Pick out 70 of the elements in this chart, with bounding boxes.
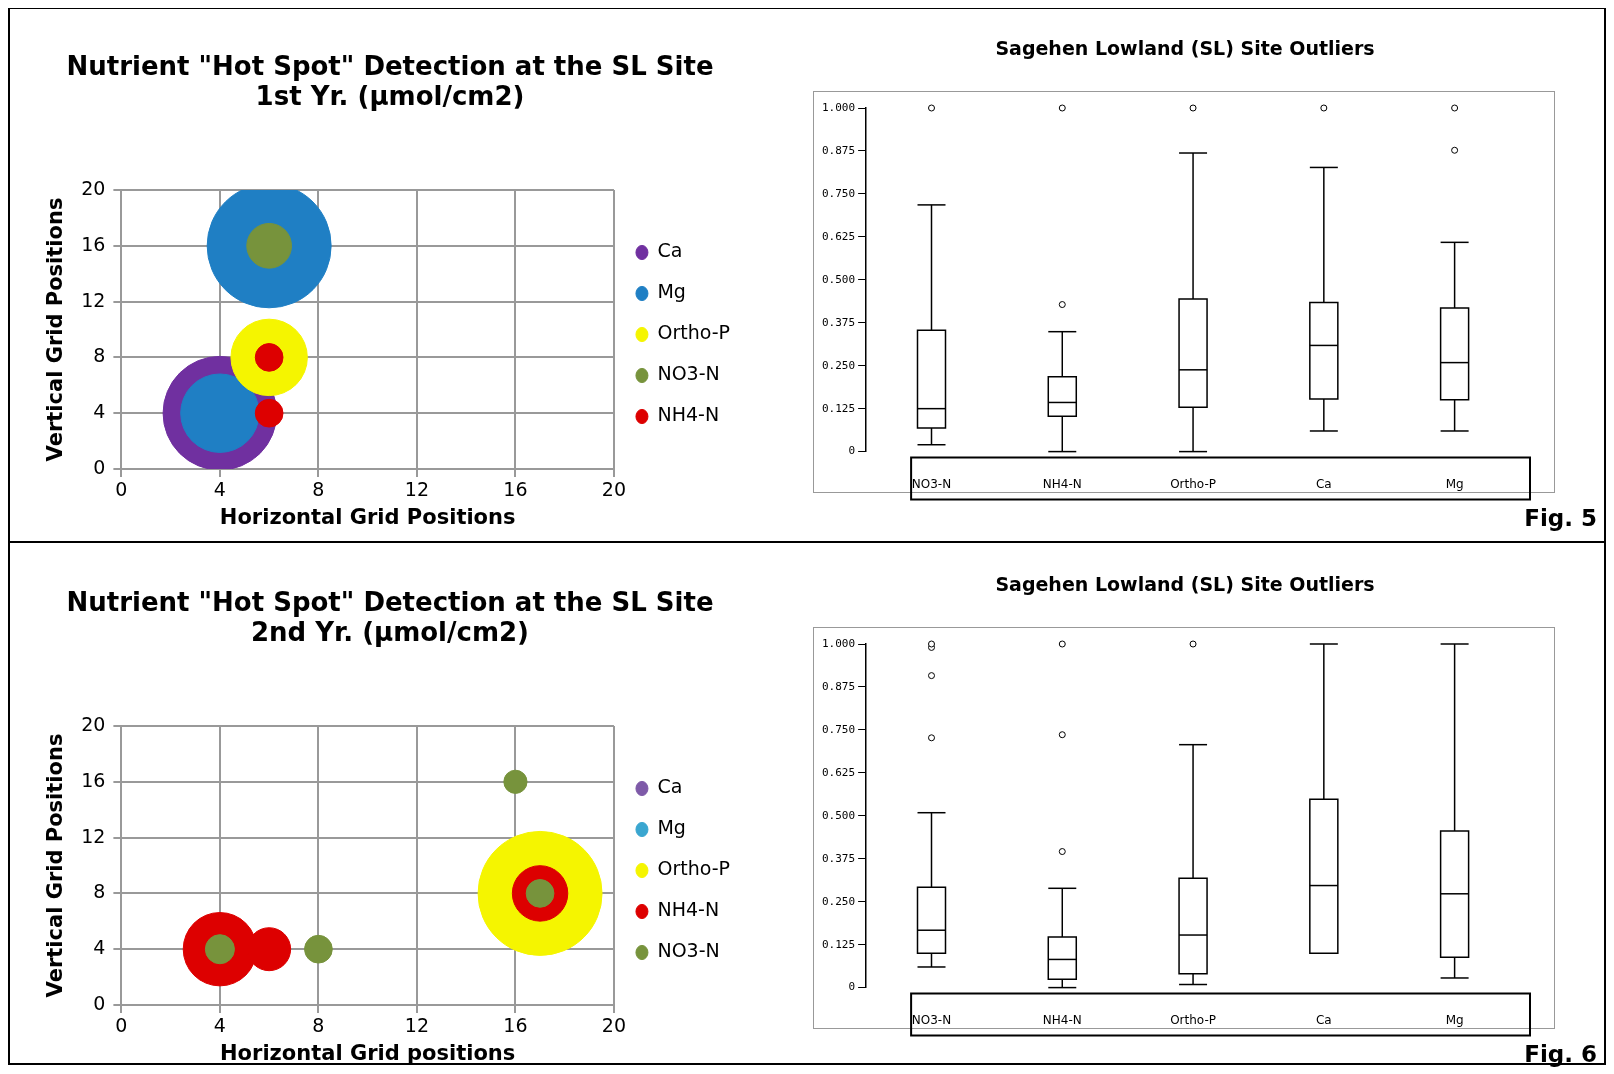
y-tick-label: 0.625 [821,765,856,779]
y-tick-label: 0.625 [821,229,856,243]
y-tick-label: 1.000 [821,100,856,114]
y-tick-label: 0.500 [821,272,856,286]
y-tick-label: 0.750 [821,722,856,736]
legend-label: NH4-N [657,403,720,426]
x-tick-label: 4 [213,1014,226,1037]
chart-title: Nutrient "Hot Spot" Detection at the SL Site 1st Yr. (µmol/cm2) [65,51,715,111]
legend-label: Ca [657,239,683,262]
y-tick-label: 0.875 [821,679,856,693]
y-tick-label: 16 [81,232,106,255]
legend-label: NH4-N [657,898,720,921]
x-tick-label: NH4-N [1042,476,1082,491]
x-tick-label: 12 [404,478,430,501]
x-tick-label: Ca [1315,1012,1332,1027]
x-tick-label: 16 [503,478,528,501]
legend-label: Ortho-P [657,321,731,344]
x-tick-label: Mg [1445,1012,1464,1027]
y-tick-label: 0.375 [821,315,856,329]
x-tick-label: 20 [601,478,627,501]
y-tick-label: 0.750 [821,186,856,200]
y-tick-label: 4 [93,936,106,959]
y-tick-label: 0.125 [821,937,856,951]
x-tick-label: 0 [115,1014,128,1037]
x-tick-label: NH4-N [1042,1012,1082,1027]
chart-title: Sagehen Lowland (SL) Site Outliers [994,573,1376,595]
chart-title: Nutrient "Hot Spot" Detection at the SL Site 2nd Yr. (µmol/cm2) [65,587,715,647]
y-tick-label: 0 [848,444,856,458]
x-tick-label: Ortho-P [1170,476,1216,491]
legend-label: NO3-N [657,362,720,385]
legend-label: NO3-N [657,939,720,962]
y-tick-label: 12 [81,824,106,847]
x-tick-label: 8 [312,478,325,501]
y-tick-label: 0.500 [821,808,856,822]
x-axis-title: Horizontal Grid Positions [219,504,516,529]
y-tick-label: 1.000 [821,636,856,650]
x-tick-label: Ca [1315,476,1332,491]
y-tick-label: 0.250 [821,894,856,908]
x-tick-label: NO3-N [911,1012,952,1027]
y-tick-label: 8 [93,880,106,903]
legend-label: Ca [657,775,683,798]
chart-title: Sagehen Lowland (SL) Site Outliers [994,37,1376,59]
x-tick-label: NO3-N [911,476,952,491]
caption: Fig. 6 [1524,1041,1597,1067]
y-tick-label: 20 [81,176,106,199]
y-tick-label: 16 [81,768,106,791]
x-tick-label: 20 [601,1014,627,1037]
y-tick-label: 0 [848,980,856,994]
legend-label: Mg [657,816,686,839]
y-tick-label: 8 [93,344,106,367]
x-axis-title: Horizontal Grid positions [220,1040,516,1065]
x-tick-label: 12 [404,1014,430,1037]
x-tick-label: 0 [115,478,128,501]
y-axis-title: Vertical Grid Positions [43,197,68,462]
y-tick-label: 20 [81,712,106,735]
y-axis-title: Vertical Grid Positions [43,733,68,998]
x-tick-label: 4 [213,478,226,501]
y-tick-label: 0.375 [821,851,856,865]
x-tick-label: Ortho-P [1170,1012,1216,1027]
y-tick-label: 12 [81,288,106,311]
y-tick-label: 4 [93,400,106,423]
caption: Fig. 5 [1524,505,1597,531]
legend-label: Mg [657,280,686,303]
y-tick-label: 0.875 [821,143,856,157]
x-tick-label: 8 [312,1014,325,1037]
y-tick-label: 0.250 [821,358,856,372]
x-tick-label: 16 [503,1014,528,1037]
y-tick-label: 0.125 [821,401,856,415]
x-tick-label: Mg [1445,476,1464,491]
legend-label: Ortho-P [657,857,731,880]
